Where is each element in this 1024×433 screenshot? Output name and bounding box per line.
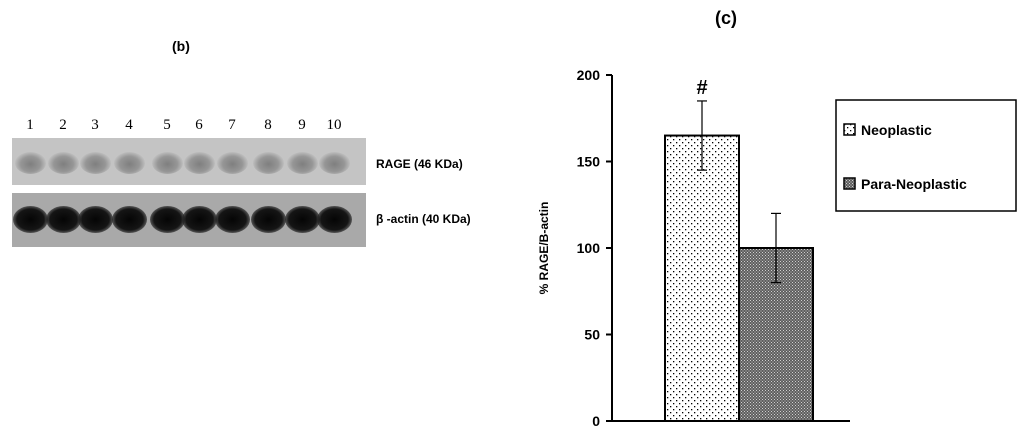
rage-band-label: RAGE (46 KDa) [376, 157, 463, 171]
significance-marker: # [696, 77, 707, 99]
y-tick-label: 50 [584, 327, 600, 343]
lane-number: 3 [91, 117, 99, 133]
lane-number: 7 [228, 117, 236, 133]
actin-band-label: β -actin (40 KDa) [376, 212, 471, 226]
lane-number: 6 [195, 117, 203, 133]
y-tick-label: 150 [577, 154, 601, 170]
y-tick-label: 200 [577, 67, 601, 83]
actin-band [316, 206, 352, 233]
legend-box [835, 99, 1017, 212]
bars: # [664, 77, 814, 423]
actin-band [12, 206, 48, 233]
rage-band [113, 152, 145, 174]
legend-label: Para-Neoplastic [861, 176, 967, 192]
actin-band [149, 206, 185, 233]
actin-band [111, 206, 147, 233]
y-tick-label: 0 [592, 413, 600, 429]
lane-number: 5 [163, 117, 171, 133]
rage-band [47, 152, 79, 174]
legend: Neoplastic Para-Neoplastic [835, 99, 1017, 212]
actin-band [250, 206, 286, 233]
rage-band [318, 152, 350, 174]
rage-band [151, 152, 183, 174]
rage-band [216, 152, 248, 174]
rage-band [79, 152, 111, 174]
y-tick-label: 100 [577, 240, 601, 256]
actin-band [45, 206, 81, 233]
bar-neoplastic [664, 134, 740, 423]
lane-number: 4 [125, 117, 133, 133]
rage-band [14, 152, 46, 174]
legend-swatch [843, 123, 856, 136]
lane-number: 1 [26, 117, 34, 133]
lane-number: 9 [298, 117, 306, 133]
chart-title: (c) [715, 8, 737, 28]
actin-blot-strip [12, 193, 366, 247]
actin-band [181, 206, 217, 233]
legend-swatch [843, 177, 856, 190]
rage-band [183, 152, 215, 174]
rage-blot-strip [12, 138, 366, 185]
y-axis-title: % RAGE/B-actin [537, 202, 551, 295]
actin-band [77, 206, 113, 233]
lane-number: 8 [264, 117, 272, 133]
panel-b-label: (b) [172, 38, 190, 54]
lane-number: 2 [59, 117, 67, 133]
legend-label: Neoplastic [861, 122, 932, 138]
rage-band [286, 152, 318, 174]
lane-number: 10 [326, 117, 342, 133]
actin-band [214, 206, 250, 233]
actin-band [284, 206, 320, 233]
rage-band [252, 152, 284, 174]
